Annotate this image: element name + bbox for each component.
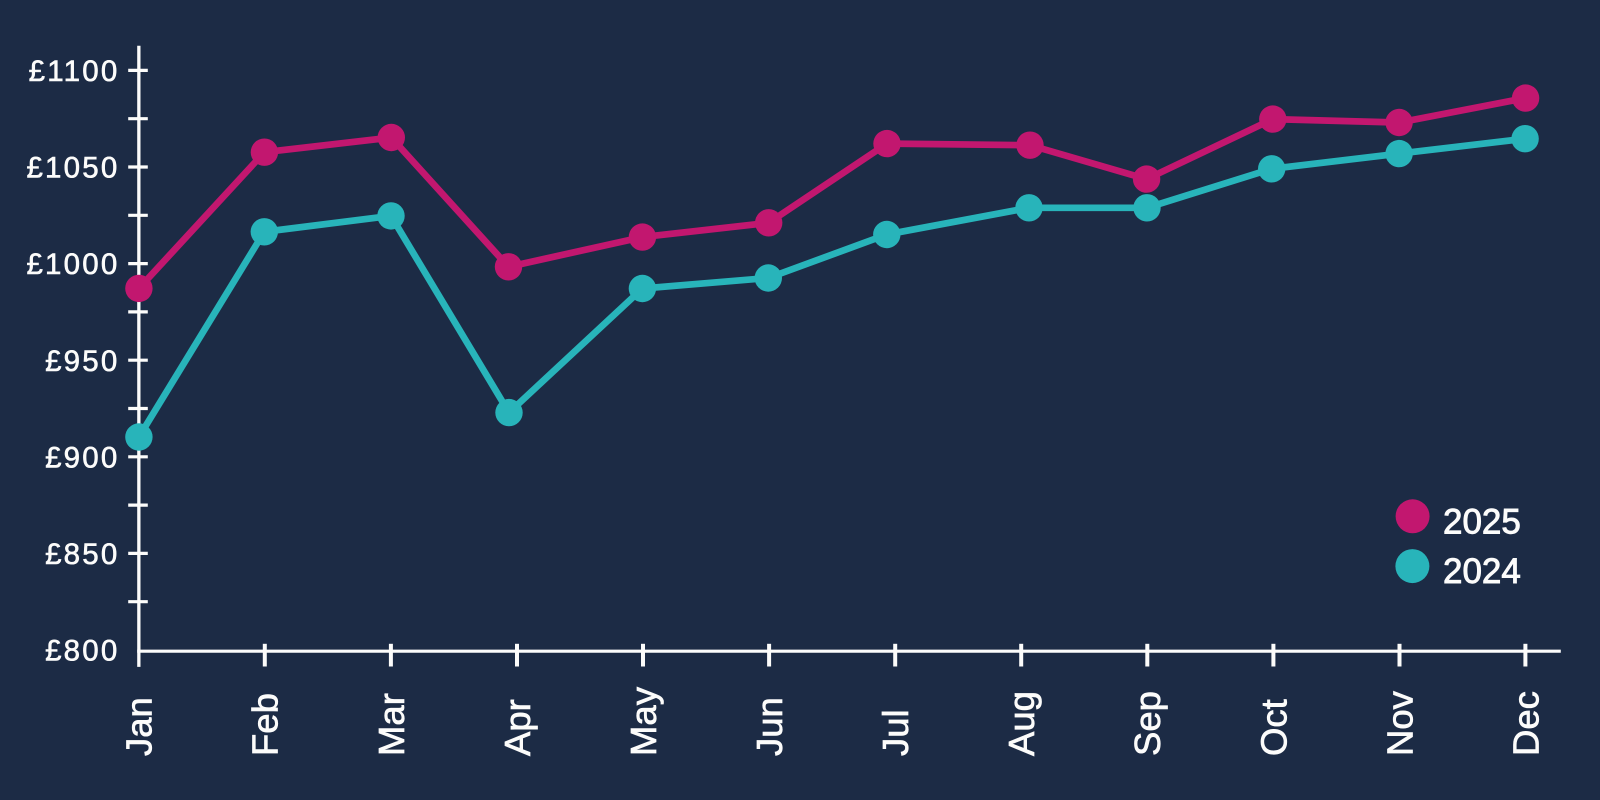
svg-text:Sep: Sep: [1127, 691, 1168, 756]
svg-text:£1000: £1000: [26, 248, 119, 281]
svg-text:Dec: Dec: [1505, 691, 1546, 756]
svg-text:Oct: Oct: [1253, 699, 1294, 756]
svg-text:Aug: Aug: [1001, 691, 1042, 756]
svg-text:Apr: Apr: [497, 699, 538, 756]
svg-text:£900: £900: [45, 441, 119, 474]
svg-text:Mar: Mar: [371, 693, 412, 756]
svg-text:£1100: £1100: [29, 55, 120, 88]
svg-text:Nov: Nov: [1379, 690, 1420, 756]
svg-text:Jun: Jun: [749, 697, 790, 756]
svg-text:£850: £850: [45, 538, 119, 571]
svg-text:£800: £800: [45, 635, 119, 668]
svg-text:2025: 2025: [1443, 502, 1521, 541]
svg-text:Jan: Jan: [119, 697, 160, 756]
svg-text:May: May: [623, 686, 664, 756]
svg-text:2024: 2024: [1443, 552, 1521, 591]
svg-text:Jul: Jul: [875, 709, 916, 756]
svg-text:Feb: Feb: [245, 693, 286, 756]
svg-text:£950: £950: [45, 345, 119, 378]
svg-text:£1050: £1050: [26, 152, 119, 185]
